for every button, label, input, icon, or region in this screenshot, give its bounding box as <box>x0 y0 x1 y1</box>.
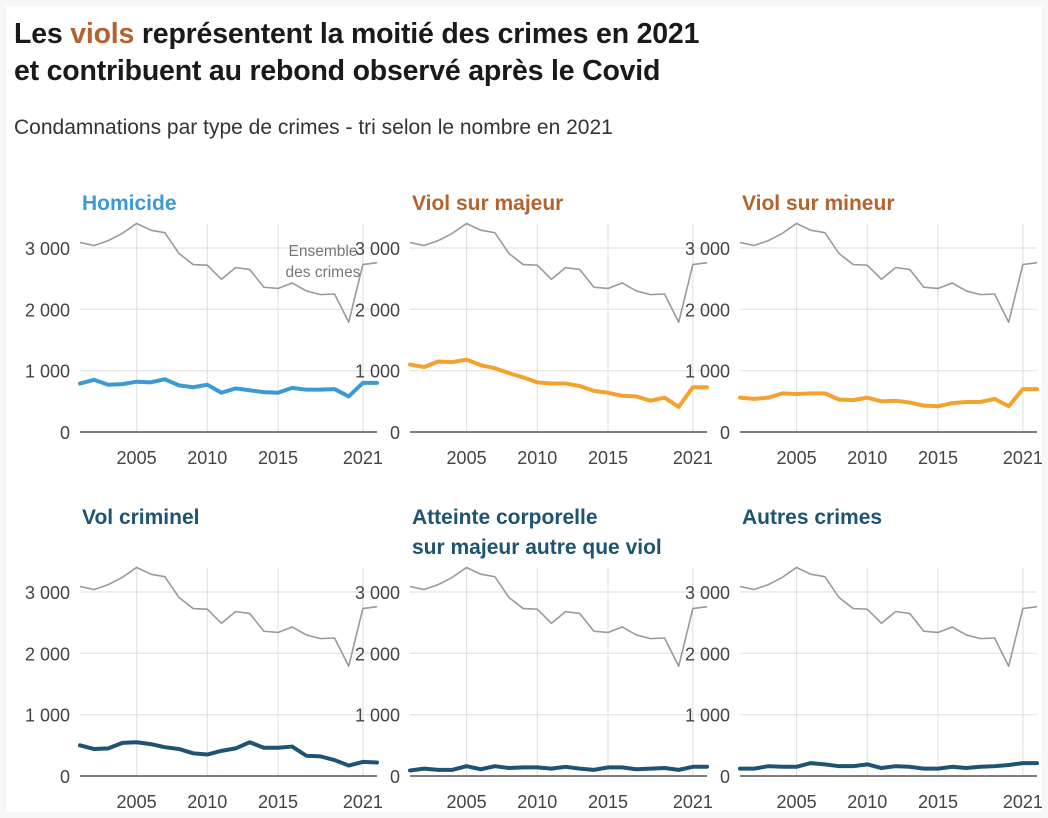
chart-title: Les viols représentent la moitié des cri… <box>14 16 699 90</box>
total-crimes-line <box>409 222 708 324</box>
y-tick-label: 2 000 <box>685 300 730 320</box>
x-tick-label: 2010 <box>187 792 227 812</box>
x-tick-label: 2005 <box>447 792 487 812</box>
x-tick-label: 2005 <box>447 448 487 468</box>
annotation-line: Ensemble <box>289 243 358 260</box>
y-tick-label: 0 <box>720 423 730 443</box>
x-tick-label: 2005 <box>777 448 817 468</box>
panel-title: Homicide <box>82 192 177 215</box>
panel-title-line: Autres crimes <box>742 506 882 529</box>
y-tick-label: 3 000 <box>25 239 70 259</box>
series-line <box>408 764 709 773</box>
x-tick-label: 2021 <box>343 448 383 468</box>
panel-3: Viol sur mineur 0 1 000 2 000 3 000 2005 2010 2… <box>685 192 1043 468</box>
chart-subtitle: Condamnations par type de crimes - tri s… <box>14 116 613 139</box>
x-tick-label: 2015 <box>918 792 958 812</box>
panel-4: Vol criminel 0 1 000 2 000 3 000 2005 2010 2015… <box>25 506 383 812</box>
x-tick-label: 2005 <box>777 792 817 812</box>
x-tick-label: 2010 <box>847 448 887 468</box>
series-line <box>738 387 1039 409</box>
y-tick-label: 1 000 <box>25 706 70 726</box>
panel-5: Atteinte corporelle sur majeur autre que … <box>355 506 713 812</box>
panel-title: Viol sur mineur <box>742 192 895 215</box>
title-highlight: viols <box>70 18 135 50</box>
y-tick-label: 1 000 <box>685 706 730 726</box>
total-crimes-line <box>409 566 708 668</box>
series-line <box>738 761 1039 771</box>
panel-title-line: Homicide <box>82 192 177 215</box>
panel-title-line: Vol criminel <box>82 506 199 529</box>
y-tick-label: 3 000 <box>355 239 400 259</box>
y-tick-label: 0 <box>390 423 400 443</box>
y-tick-label: 3 000 <box>685 583 730 603</box>
x-tick-label: 2010 <box>517 448 557 468</box>
series-line <box>78 377 379 399</box>
annotation-line: des crimes <box>286 264 361 281</box>
panel-1: Homicide 0 1 000 2 000 3 000 2005 2010 2015 2021… <box>25 192 383 468</box>
panel-title-line: Viol sur mineur <box>742 192 895 215</box>
y-tick-label: 2 000 <box>25 300 70 320</box>
y-tick-label: 3 000 <box>685 239 730 259</box>
panel-title: Viol sur majeur <box>412 192 563 215</box>
y-tick-label: 0 <box>720 767 730 787</box>
y-tick-label: 1 000 <box>355 706 400 726</box>
panel-title-line: Viol sur majeur <box>412 192 563 215</box>
series-line <box>78 740 379 768</box>
total-crimes-line <box>79 566 378 668</box>
x-tick-label: 2005 <box>117 448 157 468</box>
y-tick-label: 3 000 <box>355 583 400 603</box>
y-tick-label: 0 <box>60 423 70 443</box>
x-tick-label: 2021 <box>1003 792 1043 812</box>
y-tick-label: 0 <box>60 767 70 787</box>
chart-card: Les viols représentent la moitié des cri… <box>6 6 1042 812</box>
y-tick-label: 1 000 <box>355 362 400 382</box>
x-tick-label: 2021 <box>673 792 713 812</box>
title-part1: Les <box>14 18 71 50</box>
panel-2: Viol sur majeur 0 1 000 2 000 3 000 2005 2010 2… <box>355 192 713 468</box>
panel-6: Autres crimes 0 1 000 2 000 3 000 2005 2010 201… <box>685 506 1043 812</box>
total-crimes-line <box>739 566 1038 668</box>
total-crimes-line <box>79 222 378 324</box>
panel-title: Atteinte corporelle sur majeur autre que … <box>412 506 662 559</box>
x-tick-label: 2021 <box>343 792 383 812</box>
x-tick-label: 2015 <box>918 448 958 468</box>
total-crimes-annotation: Ensemble des crimes <box>286 243 361 281</box>
total-crimes-line <box>739 222 1038 324</box>
x-tick-label: 2010 <box>187 448 227 468</box>
series-line <box>408 357 709 409</box>
y-tick-label: 2 000 <box>355 644 400 664</box>
title-part2: représentent la moitié des crimes en 202… <box>134 18 700 50</box>
x-tick-label: 2015 <box>258 792 298 812</box>
x-tick-label: 2015 <box>588 792 628 812</box>
panel-title-line: Atteinte corporelle <box>412 506 598 529</box>
x-tick-label: 2005 <box>117 792 157 812</box>
y-tick-label: 1 000 <box>685 362 730 382</box>
panel-title-line: sur majeur autre que viol <box>412 536 662 559</box>
y-tick-label: 2 000 <box>355 300 400 320</box>
x-tick-label: 2021 <box>673 448 713 468</box>
y-tick-label: 2 000 <box>25 644 70 664</box>
x-tick-label: 2010 <box>517 792 557 812</box>
y-tick-label: 2 000 <box>685 644 730 664</box>
title-line2: et contribuent au rebond observé après l… <box>14 55 661 87</box>
y-tick-label: 0 <box>390 767 400 787</box>
x-tick-label: 2021 <box>1003 448 1043 468</box>
panel-title: Vol criminel <box>82 506 199 529</box>
panel-title: Autres crimes <box>742 506 882 529</box>
y-tick-label: 1 000 <box>25 362 70 382</box>
y-tick-label: 3 000 <box>25 583 70 603</box>
x-tick-label: 2015 <box>258 448 298 468</box>
x-tick-label: 2015 <box>588 448 628 468</box>
x-tick-label: 2010 <box>847 792 887 812</box>
